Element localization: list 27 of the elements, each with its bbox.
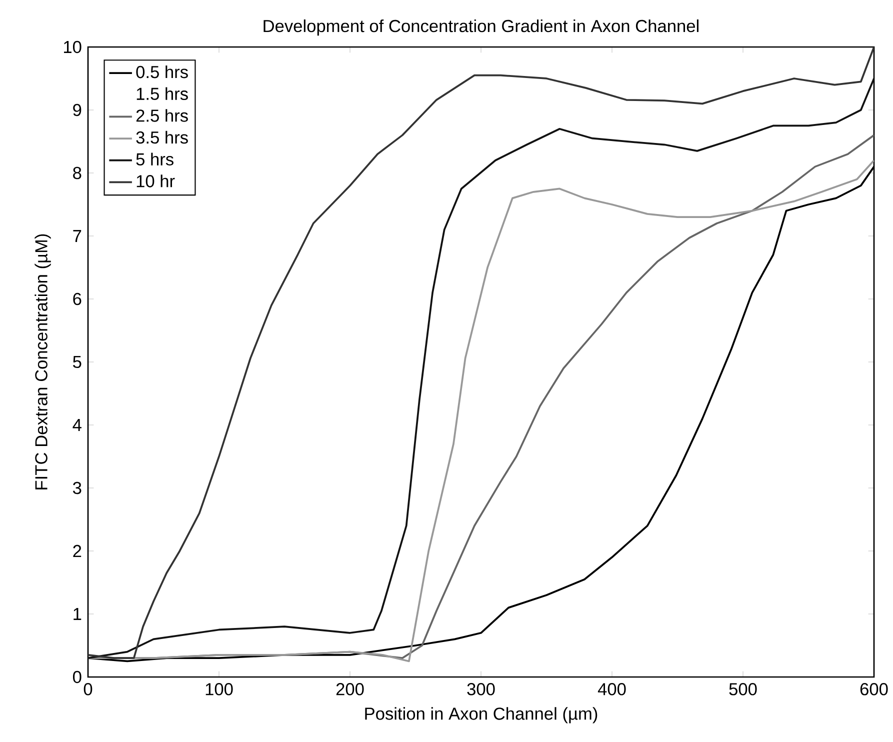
y-axis-title: FITC Dextran Concentration (µM) <box>34 234 51 490</box>
y-tick-label: 4 <box>72 419 82 431</box>
x-tick-label: 300 <box>467 683 495 696</box>
x-axis-title: Position in Axon Channel (µm) <box>365 707 598 724</box>
y-tick-label: 5 <box>73 356 82 368</box>
legend-label: 10 hr <box>136 174 175 188</box>
x-tick-label: 500 <box>729 683 757 696</box>
y-tick-label: 0 <box>72 670 82 684</box>
y-tick-label: 8 <box>73 166 82 180</box>
y-tick-label: 3 <box>72 482 82 494</box>
y-tick-label: 9 <box>73 104 82 116</box>
legend-label: 2.5 hrs <box>136 109 188 122</box>
y-tick-label: 1 <box>74 608 82 620</box>
chart-title: Development of Concentration Gradient in Axon Channel <box>264 19 698 36</box>
x-tick-label: 200 <box>336 683 364 696</box>
x-tick-label: 600 <box>860 683 888 696</box>
legend-label: 0.5 hrs <box>136 65 188 78</box>
x-tick-label: 400 <box>598 683 626 696</box>
text: 1.5 hrs <box>136 87 188 100</box>
y-tick-label: 2 <box>73 544 82 558</box>
x-tick-label: 0 <box>84 683 92 696</box>
y-tick-label: 10 <box>64 40 82 54</box>
x-tick-label: 100 <box>206 683 233 696</box>
legend-label: 3.5 hrs <box>136 130 188 144</box>
y-tick-label: 6 <box>73 292 82 306</box>
legend-label: 5 hrs <box>136 152 174 166</box>
y-tick-label: 7 <box>73 230 82 242</box>
